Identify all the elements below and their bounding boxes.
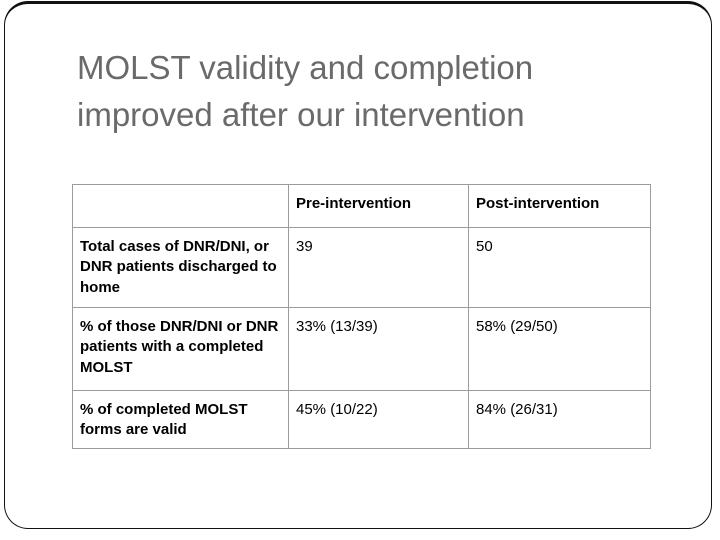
table-row-valid-forms: % of completed MOLST forms are valid 45%… — [72, 390, 651, 449]
table-header-row: Pre-intervention Post-intervention — [72, 184, 651, 228]
slide-title: MOLST validity and completion improved a… — [77, 49, 534, 133]
cell-completed-molst-post: 58% (29/50) — [468, 307, 651, 391]
corner-cell — [72, 184, 289, 228]
row-label-completed-molst: % of those DNR/DNI or DNR patients with … — [72, 307, 289, 391]
cell-valid-forms-post: 84% (26/31) — [468, 390, 651, 449]
cell-total-cases-pre: 39 — [288, 227, 469, 308]
cell-valid-forms-pre: 45% (10/22) — [288, 390, 469, 449]
row-label-total-cases: Total cases of DNR/DNI, or DNR patients … — [72, 227, 289, 308]
cell-completed-molst-pre: 33% (13/39) — [288, 307, 469, 391]
column-header-pre-intervention: Pre-intervention — [288, 184, 469, 228]
table-row-completed-molst: % of those DNR/DNI or DNR patients with … — [72, 307, 651, 391]
row-label-valid-forms: % of completed MOLST forms are valid — [72, 390, 289, 449]
slide-border-frame — [4, 1, 712, 529]
cell-total-cases-post: 50 — [468, 227, 651, 308]
results-table: Pre-intervention Post-intervention Total… — [72, 184, 651, 449]
table-row-total-cases: Total cases of DNR/DNI, or DNR patients … — [72, 227, 651, 308]
column-header-post-intervention: Post-intervention — [468, 184, 651, 228]
